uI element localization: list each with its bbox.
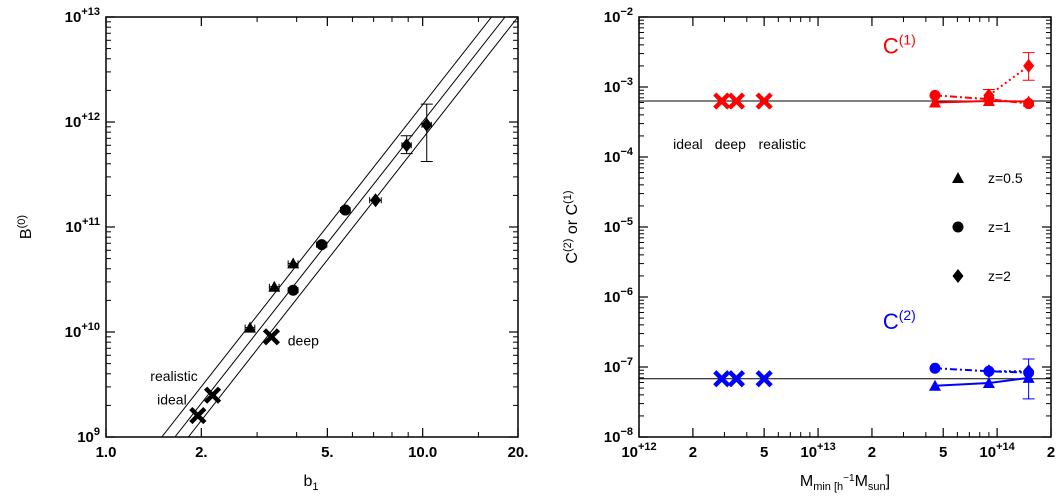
label-C(1): C(1) xyxy=(883,32,916,59)
y-tick-label: 10+11 xyxy=(65,216,100,236)
x-tick-label: 10+12 xyxy=(621,441,656,461)
circle-marker xyxy=(929,362,941,374)
y-tick-label: 109 xyxy=(77,426,100,446)
circle-marker xyxy=(1023,98,1035,110)
x-tick-label: 10+13 xyxy=(800,441,835,461)
right-x-axis-label: Mmin [h−1Msun] xyxy=(800,473,890,493)
annotation-ideal: ideal xyxy=(157,391,187,407)
circle-marker xyxy=(339,204,351,216)
y-tick-label: 10+12 xyxy=(65,111,100,131)
x-tick-label: 5 xyxy=(760,444,768,461)
left-chart: realistic ideal deep 1.0 2. 5. 10.0 20. 109 10+1… xyxy=(16,6,528,493)
model-line xyxy=(174,17,506,437)
x-marker xyxy=(262,328,281,346)
x-marker xyxy=(727,92,746,110)
y-tick-label: 10−3 xyxy=(604,76,633,96)
x-tick-label: 2 xyxy=(1047,444,1055,461)
right-y-axis-label: C(2) or C(1) xyxy=(562,190,581,263)
left-axis-ticks: 1.0 2. 5. 10.0 20. 109 10+10 10+11 10+12 10+13 xyxy=(65,6,529,461)
diamond-marker xyxy=(370,193,382,208)
x-tick-label: 1.0 xyxy=(96,444,117,461)
annotation-deep: deep xyxy=(288,333,319,349)
annotation-deep: deep xyxy=(715,136,746,152)
label-C(2): C(2) xyxy=(883,307,916,334)
y-tick-label: 10+13 xyxy=(65,6,100,26)
circle-marker xyxy=(929,89,941,101)
triangle-marker xyxy=(982,377,995,389)
left-chart-marks: realistic ideal deep xyxy=(150,17,518,437)
x-marker xyxy=(755,92,773,110)
y-tick-label: 10−6 xyxy=(604,286,633,306)
annotation-realistic: realistic xyxy=(150,368,197,384)
legend-diamond-marker xyxy=(952,269,964,283)
x-tick-label: 2. xyxy=(195,444,208,461)
diamond-series-line xyxy=(988,65,1030,97)
triangle-marker xyxy=(929,96,942,108)
diamond-marker xyxy=(1023,58,1035,73)
x-tick-label: 5 xyxy=(939,444,947,461)
y-tick-label: 10−8 xyxy=(604,426,633,446)
x-marker xyxy=(203,386,222,404)
model-line xyxy=(187,17,518,437)
left-diagonal-lines xyxy=(161,17,518,437)
x-tick-label: 2 xyxy=(689,444,697,461)
x-marker xyxy=(713,92,731,110)
triangle-marker xyxy=(268,280,281,292)
legend-label: z=2 xyxy=(988,268,1011,284)
y-tick-label: 10−2 xyxy=(604,6,633,26)
legend-label: z=1 xyxy=(988,219,1011,235)
model-line xyxy=(161,17,492,437)
left-x-axis-label: b1 xyxy=(303,473,318,493)
legend-triangle-marker xyxy=(952,172,964,183)
x-marker xyxy=(713,370,731,388)
triangle-marker xyxy=(929,379,942,391)
diamond-marker xyxy=(983,364,995,379)
x-marker xyxy=(727,370,746,388)
x-tick-label: 10+14 xyxy=(979,441,1015,461)
annotation-ideal: ideal xyxy=(673,136,703,152)
circle-series-line xyxy=(934,94,1029,105)
diamond-marker xyxy=(1023,364,1035,379)
legend-label: z=0.5 xyxy=(988,170,1023,186)
annotation-realistic: realistic xyxy=(759,136,806,152)
x-tick-label: 2 xyxy=(868,444,876,461)
circle-marker xyxy=(287,284,299,296)
left-y-axis-label: B(0) xyxy=(16,215,35,239)
x-tick-label: 10.0 xyxy=(408,444,437,461)
y-tick-label: 10−7 xyxy=(604,356,633,376)
x-tick-label: 20. xyxy=(508,444,529,461)
x-marker xyxy=(189,406,207,425)
y-error-bar xyxy=(420,103,433,163)
right-chart-marks: ideal deep realistic C(1) C(2) z=0.5 z=1 z=2 xyxy=(639,32,1051,400)
diamond-marker xyxy=(401,138,413,153)
y-tick-label: 10+10 xyxy=(65,321,100,341)
diamond-marker xyxy=(983,88,995,103)
diamond-marker xyxy=(421,117,433,132)
circle-marker xyxy=(316,239,328,251)
y-tick-label: 10−5 xyxy=(604,216,633,236)
triangle-marker xyxy=(244,321,257,333)
y-tick-label: 10−4 xyxy=(604,146,634,166)
legend-circle-marker xyxy=(952,221,964,233)
triangle-marker xyxy=(287,257,300,269)
right-chart: ideal deep realistic C(1) C(2) z=0.5 z=1 z=2 10… xyxy=(562,6,1055,493)
x-tick-label: 5. xyxy=(321,444,334,461)
right-axis-ticks: 10+12 2 5 10+13 2 5 10+14 2 10−8 10−7 10−6 10−5 10−4… xyxy=(604,6,1055,461)
x-marker xyxy=(755,370,773,388)
